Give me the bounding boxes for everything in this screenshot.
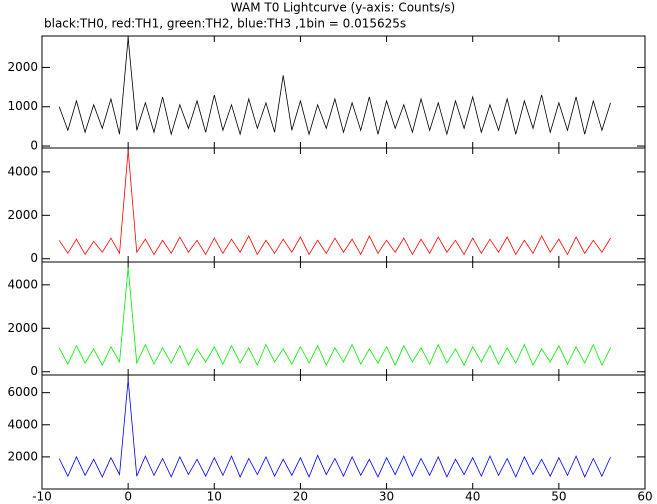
x-tick-label: 0 bbox=[124, 490, 132, 504]
y-tick-label: 0 bbox=[30, 251, 38, 265]
y-tick-label: 2000 bbox=[7, 60, 38, 74]
y-tick-label: 6000 bbox=[7, 385, 38, 399]
y-tick-label: 2000 bbox=[7, 208, 38, 222]
series-line bbox=[58, 37, 611, 136]
y-tick-label: 0 bbox=[30, 364, 38, 378]
x-tick-label: 30 bbox=[379, 490, 394, 504]
y-tick-label: 4000 bbox=[7, 277, 38, 291]
x-tick-label: 10 bbox=[207, 490, 222, 504]
y-tick-label: 2000 bbox=[7, 449, 38, 463]
x-tick-label: 20 bbox=[293, 490, 308, 504]
x-tick-label: 50 bbox=[551, 490, 566, 504]
chart-title: WAM T0 Lightcurve (y-axis: Counts/s) bbox=[231, 1, 455, 15]
x-tick-label: 60 bbox=[637, 490, 652, 504]
x-tick-label: 40 bbox=[465, 490, 480, 504]
y-tick-label: 4000 bbox=[7, 164, 38, 178]
x-tick-label: -10 bbox=[32, 490, 52, 504]
series-line bbox=[58, 379, 611, 478]
y-tick-label: 2000 bbox=[7, 321, 38, 335]
series-line bbox=[58, 150, 611, 256]
panel-frame bbox=[41, 374, 646, 490]
y-tick-label: 1000 bbox=[7, 99, 38, 113]
y-tick-label: 4000 bbox=[7, 417, 38, 431]
series-line bbox=[58, 267, 611, 367]
y-tick-label: 0 bbox=[30, 139, 38, 153]
chart-subtitle: black:TH0, red:TH1, green:TH2, blue:TH3 … bbox=[44, 17, 406, 31]
